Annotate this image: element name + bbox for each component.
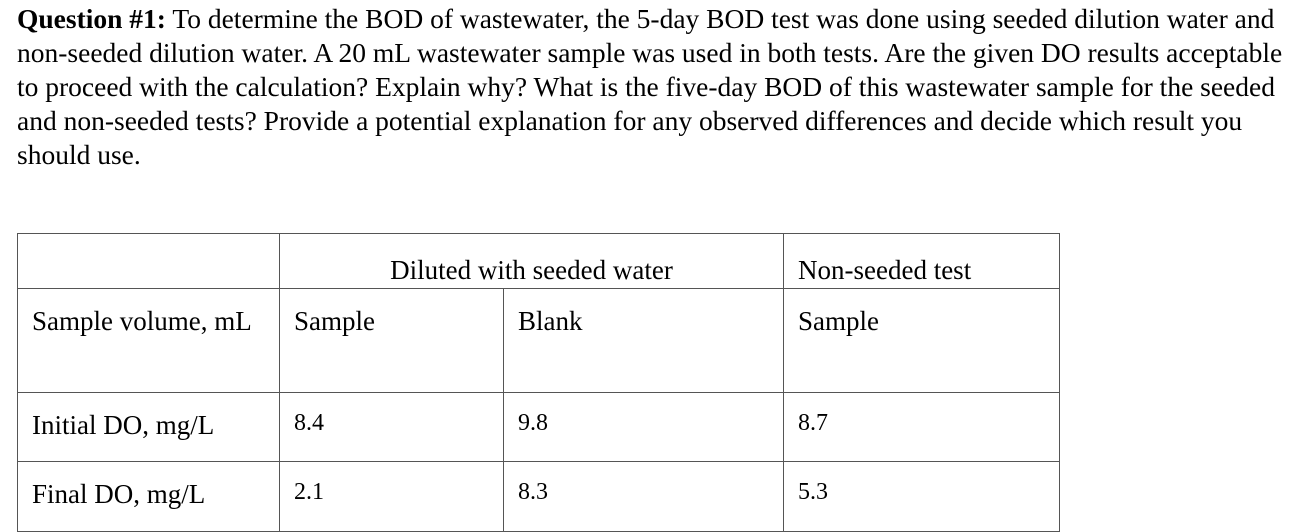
header-seeded: Diluted with seeded water <box>279 233 784 289</box>
row-label: Sample volume, mL <box>17 288 280 393</box>
header-empty-cell <box>17 233 280 289</box>
header-nonseeded: Non-seeded test <box>783 233 1060 289</box>
table-row: Final DO, mg/L 2.1 8.3 5.3 <box>17 461 1060 532</box>
question-text: To determine the BOD of wastewater, the … <box>17 3 1283 170</box>
table-row: Initial DO, mg/L 8.4 9.8 8.7 <box>17 392 1060 462</box>
bod-data-table: Diluted with seeded water Non-seeded tes… <box>17 233 1060 532</box>
seeded-sample-cell: 8.4 <box>279 392 504 462</box>
table-row: Sample volume, mL Sample Blank Sample <box>17 288 1060 393</box>
question-label: Question #1: <box>17 3 166 34</box>
seeded-blank-cell: 9.8 <box>503 392 784 462</box>
question-paragraph: Question #1: To determine the BOD of was… <box>17 2 1307 172</box>
seeded-sample-cell: Sample <box>279 288 504 393</box>
nonseeded-sample-cell: 5.3 <box>783 461 1060 532</box>
table-header-row: Diluted with seeded water Non-seeded tes… <box>17 233 1060 289</box>
seeded-sample-cell: 2.1 <box>279 461 504 532</box>
row-label: Initial DO, mg/L <box>17 392 280 462</box>
nonseeded-sample-cell: Sample <box>783 288 1060 393</box>
seeded-blank-cell: 8.3 <box>503 461 784 532</box>
seeded-blank-cell: Blank <box>503 288 784 393</box>
nonseeded-sample-cell: 8.7 <box>783 392 1060 462</box>
row-label: Final DO, mg/L <box>17 461 280 532</box>
